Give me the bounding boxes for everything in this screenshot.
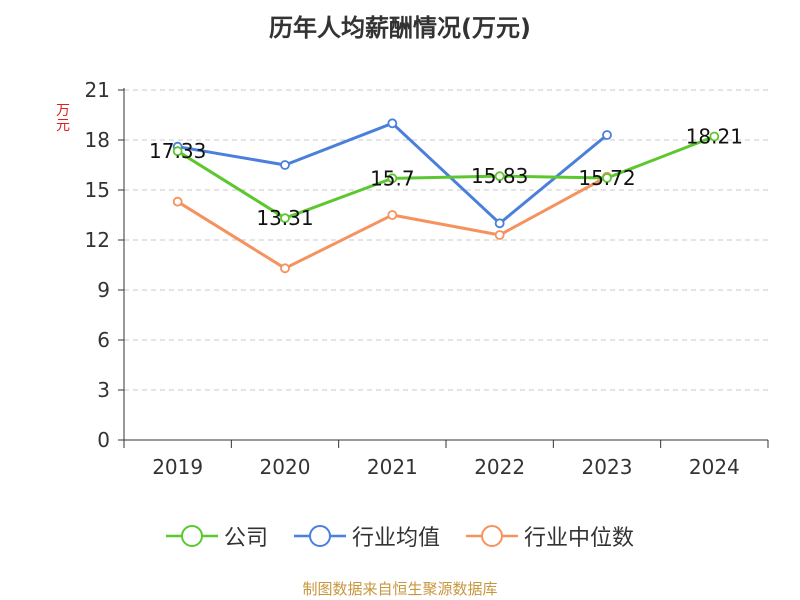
x-tick-label: 2019 bbox=[152, 455, 203, 479]
y-axis-unit-label: 万元 bbox=[50, 104, 76, 134]
data-label: 17.33 bbox=[149, 139, 206, 163]
y-tick-label: 15 bbox=[85, 178, 110, 202]
x-tick-label: 2022 bbox=[474, 455, 525, 479]
legend-item-industry-median[interactable]: 行业中位数 bbox=[466, 520, 634, 552]
data-point bbox=[280, 160, 290, 170]
y-tick-label: 9 bbox=[97, 278, 110, 302]
data-label: 15.72 bbox=[578, 166, 635, 190]
chart-legend: 公司 行业均值 行业中位数 bbox=[0, 518, 800, 554]
y-tick-label: 21 bbox=[85, 78, 110, 102]
data-label: 13.31 bbox=[256, 206, 313, 230]
data-point bbox=[280, 213, 290, 224]
x-tick-label: 2024 bbox=[689, 455, 740, 479]
legend-label-industry-average: 行业均值 bbox=[351, 526, 440, 551]
data-point bbox=[172, 196, 183, 207]
data-point bbox=[494, 171, 505, 182]
data-point bbox=[602, 130, 612, 140]
x-tick-label: 2023 bbox=[582, 455, 633, 479]
chart-title: 历年人均薪酬情况(万元) bbox=[269, 14, 531, 42]
legend-swatch-company bbox=[165, 525, 218, 547]
data-point bbox=[387, 118, 398, 129]
data-source-footer: 制图数据来自恒生聚源数据库 bbox=[302, 580, 498, 598]
data-point bbox=[387, 210, 398, 220]
legend-label-industry-median: 行业中位数 bbox=[524, 526, 635, 551]
data-label: 18.21 bbox=[686, 125, 743, 149]
legend-item-company[interactable]: 公司 bbox=[165, 520, 268, 552]
data-point bbox=[172, 146, 183, 157]
data-point bbox=[387, 173, 398, 184]
y-tick-label: 6 bbox=[97, 328, 110, 352]
series-line-0 bbox=[176, 135, 715, 220]
y-tick-label: 0 bbox=[97, 428, 110, 452]
data-label: 15.7 bbox=[370, 166, 415, 190]
legend-swatch-industry-average bbox=[293, 525, 346, 547]
data-point bbox=[280, 263, 290, 274]
data-point bbox=[709, 131, 720, 142]
legend-label-company: 公司 bbox=[223, 526, 268, 551]
y-axis-unit-text: 万元 bbox=[56, 103, 70, 134]
data-label: 15.83 bbox=[471, 164, 528, 188]
data-point bbox=[602, 173, 612, 183]
legend-item-industry-average[interactable]: 行业均值 bbox=[293, 520, 440, 552]
y-tick-label: 12 bbox=[85, 228, 110, 252]
data-point bbox=[494, 230, 505, 240]
data-point bbox=[494, 218, 505, 229]
x-tick-label: 2020 bbox=[260, 455, 311, 479]
y-tick-label: 18 bbox=[85, 128, 110, 152]
y-tick-label: 3 bbox=[97, 378, 110, 402]
x-tick-label: 2021 bbox=[367, 455, 418, 479]
legend-swatch-industry-median bbox=[466, 525, 518, 547]
